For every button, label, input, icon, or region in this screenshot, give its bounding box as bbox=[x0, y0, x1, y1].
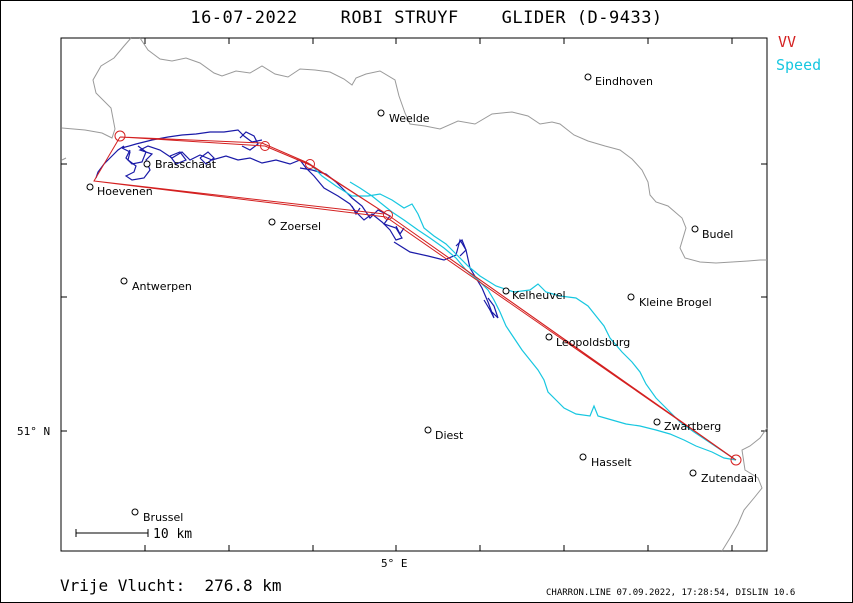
city-marker bbox=[653, 418, 661, 426]
city-marker bbox=[627, 293, 635, 301]
city-eindhoven: Eindhoven bbox=[584, 73, 653, 88]
city-label: Kelheuvel bbox=[512, 289, 566, 302]
credits-line: CHARRON.LINE 07.09.2022, 17:28:54, DISLI… bbox=[546, 588, 796, 598]
city-diest: Diest bbox=[424, 426, 464, 442]
city-marker bbox=[691, 225, 699, 233]
city-label: Eindhoven bbox=[595, 75, 653, 88]
city-label: Zutendaal bbox=[701, 472, 757, 485]
city-marker bbox=[377, 109, 385, 117]
city-label: Budel bbox=[702, 228, 733, 241]
city-zutendaal: Zutendaal bbox=[689, 469, 757, 485]
turnpoint-marker bbox=[260, 141, 270, 151]
city-label: Leopoldsburg bbox=[556, 336, 630, 349]
city-marker bbox=[502, 287, 510, 295]
city-marker bbox=[143, 160, 151, 168]
city-marker bbox=[268, 218, 276, 226]
latitude-label: 51° N bbox=[17, 425, 50, 438]
city-kelheuvel: Kelheuvel bbox=[502, 287, 566, 302]
legend-speed-label: Speed bbox=[776, 56, 822, 74]
city-label: Hoevenen bbox=[97, 185, 153, 198]
map-frame bbox=[60, 37, 768, 552]
city-marker bbox=[120, 277, 128, 285]
city-brasschaat: Brasschaat bbox=[143, 158, 217, 171]
speed-track bbox=[309, 163, 737, 461]
distance-summary: Vrije Vlucht: 276.8 km bbox=[60, 576, 282, 595]
city-label: Brasschaat bbox=[155, 158, 217, 171]
turnpoint-marker bbox=[305, 159, 315, 169]
city-hasselt: Hasselt bbox=[579, 453, 632, 469]
city-antwerpen: Antwerpen bbox=[120, 277, 192, 293]
city-marker bbox=[131, 508, 139, 516]
city-leopoldsburg: Leopoldsburg bbox=[545, 333, 630, 349]
city-hoevenen: Hoevenen bbox=[86, 183, 153, 198]
city-weelde: Weelde bbox=[377, 109, 430, 125]
city-label: Antwerpen bbox=[132, 280, 192, 293]
city-kleine-brogel: Kleine Brogel bbox=[627, 293, 712, 309]
city-marker bbox=[86, 183, 94, 191]
task-route bbox=[93, 136, 737, 461]
city-budel: Budel bbox=[691, 225, 733, 241]
city-label: Zoersel bbox=[280, 220, 321, 233]
city-marker bbox=[545, 333, 553, 341]
city-label: Diest bbox=[435, 429, 464, 442]
city-marker bbox=[584, 73, 592, 81]
turnpoint-marker bbox=[114, 130, 126, 142]
city-zoersel: Zoersel bbox=[268, 218, 321, 233]
city-label: Weelde bbox=[389, 112, 430, 125]
city-label: Kleine Brogel bbox=[639, 296, 712, 309]
scale-label: 10 km bbox=[153, 527, 192, 542]
glider-track-thermals bbox=[125, 131, 499, 319]
country-border bbox=[61, 37, 768, 552]
longitude-label: 5° E bbox=[381, 557, 408, 570]
city-label: Hasselt bbox=[591, 456, 632, 469]
coast-segment bbox=[61, 157, 67, 161]
city-marker bbox=[424, 426, 432, 434]
city-label: Zwartberg bbox=[664, 420, 721, 433]
city-marker bbox=[689, 469, 697, 477]
legend-route-label: VV bbox=[778, 33, 797, 51]
scale-bar bbox=[75, 529, 149, 537]
city-zwartberg: Zwartberg bbox=[653, 418, 721, 433]
turnpoint-marker bbox=[730, 454, 742, 466]
turnpoint-marker bbox=[383, 210, 393, 220]
city-marker bbox=[579, 453, 587, 461]
axis-ticks bbox=[61, 38, 767, 551]
page-title: 16-07-2022 ROBI STRUYF GLIDER (D-9433) bbox=[190, 8, 663, 28]
glider-track bbox=[95, 129, 495, 319]
city-label: Brussel bbox=[143, 511, 183, 524]
city-brussel: Brussel bbox=[131, 508, 183, 524]
